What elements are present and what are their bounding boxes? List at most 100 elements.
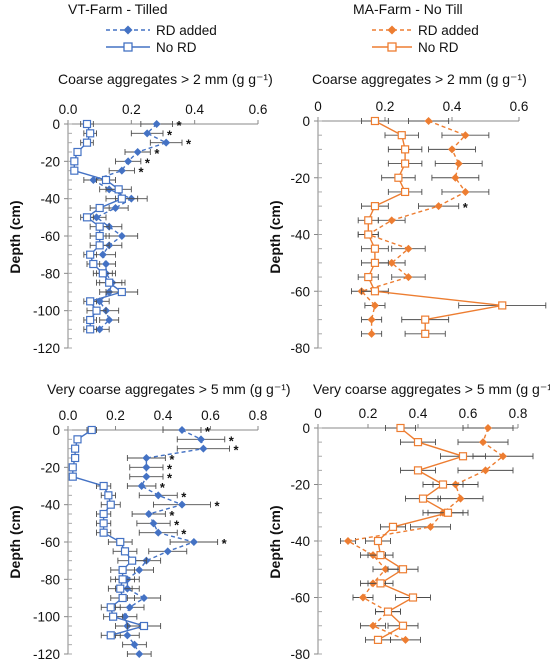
x-tick-label: 0.4 xyxy=(409,406,428,421)
data-point-no-rd xyxy=(118,593,127,603)
data-point-rd-added xyxy=(89,176,98,184)
x-tick-label: 0.2 xyxy=(106,408,125,423)
data-point-no-rd xyxy=(95,203,104,213)
data-point-no-rd xyxy=(394,173,403,182)
data-point-no-rd xyxy=(99,528,108,537)
data-point-rd-added xyxy=(142,454,151,462)
data-point-no-rd xyxy=(99,519,108,528)
data-point-no-rd xyxy=(383,607,393,616)
data-point-rd-added xyxy=(448,145,456,154)
significance-star: * xyxy=(222,536,228,551)
data-point-rd-added xyxy=(135,566,144,574)
significance-star: * xyxy=(234,443,240,458)
y-tick-label: 0 xyxy=(302,114,310,129)
left-site-title: VT-Farm - Tilled xyxy=(68,1,168,17)
legend-left-nord-marker xyxy=(123,42,133,52)
significance-star: * xyxy=(167,127,173,142)
data-point-no-rd xyxy=(388,522,398,531)
data-point-rd-added xyxy=(499,452,507,461)
data-point-no-rd xyxy=(458,452,468,461)
data-point-rd-added xyxy=(359,593,367,602)
panel-4-ylabel: Depth (cm) xyxy=(267,505,283,578)
data-point-rd-added xyxy=(381,565,390,574)
x-tick-label: 0.0 xyxy=(59,408,78,423)
series-line-no-rd xyxy=(367,120,503,334)
data-point-no-rd xyxy=(68,472,77,481)
y-tick-label: -100 xyxy=(33,610,60,625)
data-point-no-rd xyxy=(117,194,126,203)
significance-star: * xyxy=(174,517,180,532)
significance-star: * xyxy=(167,461,173,476)
data-point-rd-added xyxy=(124,157,133,166)
data-point-rd-added xyxy=(367,315,376,324)
data-point-rd-added xyxy=(144,510,153,518)
data-point-rd-added xyxy=(117,232,126,240)
data-point-no-rd xyxy=(128,556,137,565)
data-point-no-rd xyxy=(95,241,104,250)
x-tick-label: 0.6 xyxy=(510,99,529,114)
data-point-no-rd xyxy=(95,231,104,241)
significance-star: * xyxy=(154,146,160,161)
significance-star: * xyxy=(463,200,469,215)
data-point-no-rd xyxy=(398,621,408,630)
series-line-rd-added xyxy=(360,120,467,334)
data-point-no-rd xyxy=(401,159,410,168)
data-point-no-rd xyxy=(106,500,115,509)
data-point-rd-added xyxy=(149,519,158,528)
data-point-rd-added xyxy=(197,435,205,444)
y-tick-label: -60 xyxy=(290,284,310,299)
series-line-no-rd xyxy=(377,427,466,641)
data-point-no-rd xyxy=(87,425,96,435)
data-point-no-rd xyxy=(373,536,383,546)
y-tick-label: -120 xyxy=(33,647,60,662)
legend-left-nord-label: No RD xyxy=(156,40,197,55)
data-point-rd-added xyxy=(481,466,490,475)
panel-vt-very-coarse: 0.0 0.2 0.4 0.6 0.80-20-40-60-80-100-120****… xyxy=(33,408,267,662)
y-tick-label: -40 xyxy=(40,192,60,207)
data-point-rd-added xyxy=(135,650,144,658)
x-tick-label: 0.2 xyxy=(122,102,141,117)
data-point-rd-added xyxy=(404,273,413,282)
y-tick-label: -40 xyxy=(40,498,60,513)
significance-star: * xyxy=(169,452,175,467)
data-point-no-rd xyxy=(418,494,428,503)
data-point-no-rd xyxy=(98,269,107,278)
data-point-no-rd xyxy=(117,287,126,297)
data-point-rd-added xyxy=(130,640,139,649)
data-point-no-rd xyxy=(364,230,373,239)
significance-star: * xyxy=(177,118,183,133)
data-point-no-rd xyxy=(92,306,101,315)
x-tick-label: 0.0 xyxy=(59,102,78,117)
y-tick-label: 0 xyxy=(52,423,60,438)
panel-4-title: Very coarse aggregates > 5 mm (g g⁻¹) xyxy=(313,381,550,397)
data-point-no-rd xyxy=(370,202,380,211)
data-point-no-rd xyxy=(370,287,380,296)
series-line-rd-added xyxy=(345,427,505,641)
data-point-no-rd xyxy=(104,491,113,500)
data-point-rd-added xyxy=(162,138,171,147)
data-point-no-rd xyxy=(370,258,380,267)
panel-3-title: Very coarse aggregates > 5 mm (g g⁻¹) xyxy=(47,381,291,397)
legend-right-rd-marker xyxy=(387,25,397,35)
data-point-rd-added xyxy=(424,117,433,125)
x-tick-label: 0.4 xyxy=(443,99,462,114)
y-tick-label: -100 xyxy=(33,304,60,319)
legend-right-nord-label: No RD xyxy=(418,40,459,55)
significance-star: * xyxy=(181,527,187,542)
data-point-rd-added xyxy=(451,173,460,182)
data-point-no-rd xyxy=(101,175,111,185)
y-tick-label: -80 xyxy=(40,572,60,587)
y-tick-label: -20 xyxy=(40,154,60,169)
data-point-rd-added xyxy=(387,258,396,267)
data-point-rd-added xyxy=(178,426,186,434)
data-point-rd-added xyxy=(199,444,208,453)
data-point-no-rd xyxy=(498,301,507,310)
significance-star: * xyxy=(139,165,145,180)
data-point-no-rd xyxy=(364,272,373,282)
data-point-rd-added xyxy=(154,528,163,537)
panel-1-ylabel: Depth (cm) xyxy=(7,200,23,273)
y-tick-label: -60 xyxy=(40,229,60,244)
y-tick-label: -60 xyxy=(290,591,310,606)
x-tick-label: 0.4 xyxy=(185,102,204,117)
data-point-no-rd xyxy=(443,508,453,517)
